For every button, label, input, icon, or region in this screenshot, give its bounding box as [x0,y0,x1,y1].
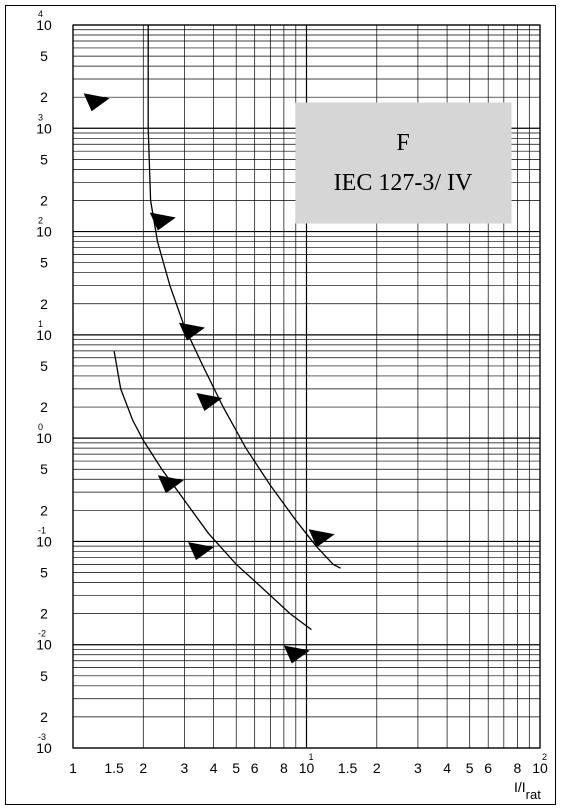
curves [113,25,341,631]
x-tick-label: 8 [514,760,522,776]
y-tick-label: 5 [40,48,48,64]
x-tick-label: 3 [181,760,189,776]
y-tick-exponent: 1 [38,319,43,329]
y-tick-label: 10 [36,533,52,549]
y-tick-label: 5 [40,565,48,581]
x-tick-label: 6 [484,760,492,776]
x-axis-label: I/Irat [514,779,541,802]
y-tick-label: 2 [40,606,48,622]
x-tick-label: 5 [466,760,474,776]
x-tick-label: 10 [532,760,548,776]
markers [83,93,335,664]
x-tick-label: 1.5 [104,760,124,776]
arrow-marker-4 [196,393,223,412]
y-tick-label: 10 [36,17,52,33]
arrow-marker-8 [283,645,310,664]
x-tick-label: 6 [251,760,259,776]
plot-border [72,24,541,749]
x-tick-label: 1.5 [338,760,358,776]
arrow-marker-1 [83,93,110,112]
y-tick-exponent: 2 [38,216,43,226]
y-tick-exponent: -3 [38,732,46,742]
x-tick-label: 2 [139,760,147,776]
x-tick-label: 4 [443,760,451,776]
y-tick-label: 2 [40,193,48,209]
arrow-marker-5 [157,475,184,494]
y-tick-label: 10 [36,224,52,240]
y-tick-label: 2 [40,296,48,312]
x-tick-label: 5 [232,760,240,776]
y-tick-label: 10 [36,430,52,446]
y-tick-label: 5 [40,255,48,271]
y-tick-label: 2 [40,399,48,415]
x-tick-exponent: 1 [309,752,314,762]
arrow-marker-3 [178,322,205,341]
y-tick-exponent: 0 [38,422,43,432]
x-tick-label: 3 [414,760,422,776]
y-tick-exponent: -2 [38,629,46,639]
chart-title-line1: F [396,130,409,156]
chart-frame [5,5,556,805]
y-tick-label: 10 [36,327,52,343]
y-tick-label: 2 [40,709,48,725]
y-tick-label: 10 [36,120,52,136]
arrow-marker-7 [308,529,335,548]
y-tick-label: 10 [36,740,52,756]
y-tick-label: 5 [40,461,48,477]
y-tick-exponent: 4 [38,9,43,19]
y-tick-label: 5 [40,668,48,684]
chart-title-line2: IEC 127-3/ IV [334,170,473,196]
y-tick-label: 5 [40,358,48,374]
x-tick-label: 4 [210,760,218,776]
curve-1 [147,25,341,569]
arrow-marker-2 [149,212,176,231]
y-tick-label: 2 [40,502,48,518]
x-tick-exponent: 2 [542,752,547,762]
x-tick-label: 2 [373,760,381,776]
y-tick-label: 2 [40,89,48,105]
x-tick-label: 10 [299,760,315,776]
x-tick-label: 8 [280,760,288,776]
y-tick-labels: 104521035210252101521005210-15210-25210-… [36,9,52,756]
y-tick-label: 5 [40,151,48,167]
arrow-marker-6 [188,542,215,561]
y-tick-exponent: -1 [38,525,46,535]
title-box [295,102,512,224]
y-tick-label: 10 [36,637,52,653]
y-tick-exponent: 3 [38,112,43,122]
curve-2 [113,350,312,631]
x-tick-label: 1 [69,760,77,776]
